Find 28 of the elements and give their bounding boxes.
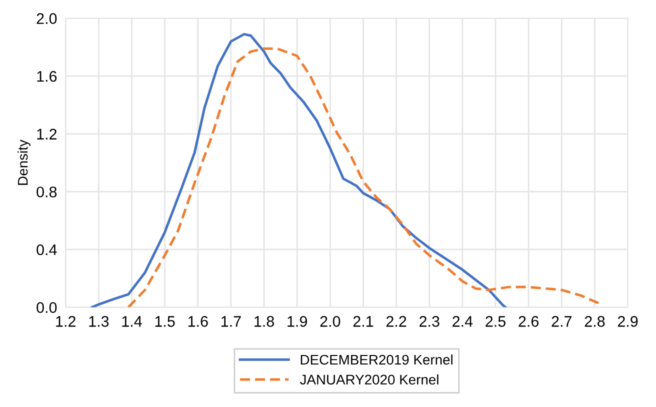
- x-tick-label: 2.5: [486, 316, 506, 327]
- y-axis-title: Density: [18, 140, 30, 185]
- x-tick-label: 2.3: [420, 316, 440, 327]
- x-tick-label: 1.8: [254, 316, 274, 327]
- line-series: [90, 32, 507, 308]
- x-tick-label: 1.4: [122, 316, 142, 327]
- x-tick-label: 1.2: [56, 316, 76, 327]
- y-tick-label: 0.0: [36, 302, 57, 313]
- x-tick-label: 2.2: [386, 316, 406, 327]
- y-tick-label: 0.4: [36, 244, 57, 256]
- x-tick-label: 1.3: [89, 316, 109, 327]
- legend-label: DECEMBER2019 Kernel: [300, 354, 452, 365]
- x-tick-label: 1.5: [155, 316, 175, 327]
- y-tick-label: 0.8: [36, 186, 57, 198]
- y-tick-label: 1.2: [37, 128, 56, 140]
- x-tick-label: 2.9: [618, 316, 638, 327]
- x-tick-label: 2.1: [353, 316, 374, 327]
- x-tick-label: 2.6: [518, 316, 539, 327]
- x-tick-label: 1.6: [188, 316, 208, 327]
- x-tick-label: 1.9: [288, 316, 307, 327]
- y-tick-label: 1.6: [37, 70, 57, 82]
- x-tick-label: 1.7: [221, 316, 241, 327]
- x-tick-label: 2.7: [552, 316, 572, 327]
- x-tick-label: 2.4: [452, 316, 473, 327]
- y-tick-label: 2.0: [36, 13, 57, 24]
- x-tick-label: 2.0: [320, 316, 340, 327]
- legend-label: JANUARY2020 Kernel: [300, 374, 438, 385]
- x-tick-label: 2.8: [584, 316, 605, 327]
